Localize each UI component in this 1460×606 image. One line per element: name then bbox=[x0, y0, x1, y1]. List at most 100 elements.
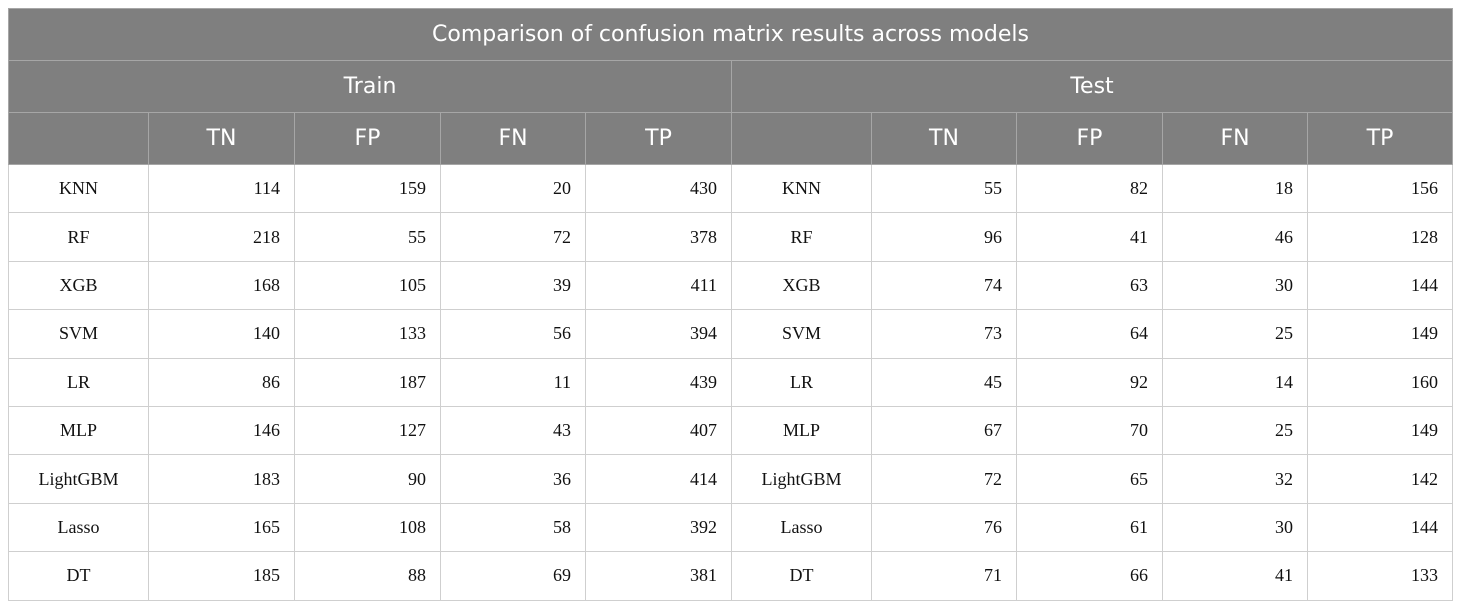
count-cell: 55 bbox=[294, 212, 441, 262]
model-name: LightGBM bbox=[8, 454, 149, 504]
count-cell: 73 bbox=[871, 309, 1017, 359]
count-cell: 18 bbox=[1162, 163, 1308, 214]
column-header: TN bbox=[871, 112, 1017, 165]
count-cell: 66 bbox=[1016, 551, 1163, 601]
count-cell: 414 bbox=[585, 454, 732, 504]
count-cell: 168 bbox=[148, 260, 295, 311]
model-name: XGB bbox=[8, 260, 149, 311]
count-cell: 69 bbox=[440, 551, 586, 601]
model-name: DT bbox=[8, 551, 149, 601]
count-cell: 20 bbox=[440, 163, 586, 214]
count-cell: 105 bbox=[294, 260, 441, 311]
count-cell: 439 bbox=[585, 357, 732, 407]
count-cell: 46 bbox=[1162, 212, 1308, 262]
count-cell: 142 bbox=[1307, 454, 1453, 504]
table-row: DT 185 88 69 381 DT 71 66 41 133 bbox=[8, 551, 1453, 601]
model-name: KNN bbox=[8, 163, 149, 214]
count-cell: 30 bbox=[1162, 502, 1308, 553]
model-name: Lasso bbox=[8, 502, 149, 553]
count-cell: 72 bbox=[871, 454, 1017, 504]
model-name: RF bbox=[8, 212, 149, 262]
table-row: LR 86 187 11 439 LR 45 92 14 160 bbox=[8, 357, 1453, 407]
column-header: FP bbox=[1016, 112, 1163, 165]
count-cell: 11 bbox=[440, 357, 586, 407]
count-cell: 39 bbox=[440, 260, 586, 311]
count-cell: 45 bbox=[871, 357, 1017, 407]
column-header: TP bbox=[1307, 112, 1453, 165]
count-cell: 90 bbox=[294, 454, 441, 504]
column-header: FP bbox=[294, 112, 441, 165]
table-row: SVM 140 133 56 394 SVM 73 64 25 149 bbox=[8, 309, 1453, 359]
count-cell: 67 bbox=[871, 405, 1017, 456]
count-cell: 70 bbox=[1016, 405, 1163, 456]
count-cell: 88 bbox=[294, 551, 441, 601]
model-name: MLP bbox=[8, 405, 149, 456]
table-row: LightGBM 183 90 36 414 LightGBM 72 65 32 142 bbox=[8, 454, 1453, 504]
count-cell: 32 bbox=[1162, 454, 1308, 504]
count-cell: 63 bbox=[1016, 260, 1163, 311]
model-name: Lasso bbox=[731, 502, 872, 553]
model-name: KNN bbox=[731, 163, 872, 214]
count-cell: 127 bbox=[294, 405, 441, 456]
table-row: RF 218 55 72 378 RF 96 41 46 128 bbox=[8, 212, 1453, 262]
count-cell: 25 bbox=[1162, 309, 1308, 359]
count-cell: 144 bbox=[1307, 502, 1453, 553]
table-row: MLP 146 127 43 407 MLP 67 70 25 149 bbox=[8, 405, 1453, 456]
count-cell: 65 bbox=[1016, 454, 1163, 504]
count-cell: 71 bbox=[871, 551, 1017, 601]
count-cell: 96 bbox=[871, 212, 1017, 262]
count-cell: 55 bbox=[871, 163, 1017, 214]
count-cell: 133 bbox=[1307, 551, 1453, 601]
count-cell: 58 bbox=[440, 502, 586, 553]
count-cell: 411 bbox=[585, 260, 732, 311]
count-cell: 25 bbox=[1162, 405, 1308, 456]
count-cell: 159 bbox=[294, 163, 441, 214]
blank-header bbox=[8, 112, 149, 165]
model-name: XGB bbox=[731, 260, 872, 311]
count-cell: 41 bbox=[1162, 551, 1308, 601]
model-name: LR bbox=[731, 357, 872, 407]
count-cell: 72 bbox=[440, 212, 586, 262]
column-header: TP bbox=[585, 112, 732, 165]
model-name: SVM bbox=[8, 309, 149, 359]
count-cell: 128 bbox=[1307, 212, 1453, 262]
model-name: DT bbox=[731, 551, 872, 601]
count-cell: 160 bbox=[1307, 357, 1453, 407]
count-cell: 407 bbox=[585, 405, 732, 456]
blank-header bbox=[731, 112, 872, 165]
group-header: Train bbox=[8, 60, 732, 113]
count-cell: 92 bbox=[1016, 357, 1163, 407]
count-cell: 381 bbox=[585, 551, 732, 601]
count-cell: 74 bbox=[871, 260, 1017, 311]
model-name: RF bbox=[731, 212, 872, 262]
count-cell: 187 bbox=[294, 357, 441, 407]
count-cell: 149 bbox=[1307, 405, 1453, 456]
model-name: MLP bbox=[731, 405, 872, 456]
count-cell: 378 bbox=[585, 212, 732, 262]
count-cell: 64 bbox=[1016, 309, 1163, 359]
count-cell: 140 bbox=[148, 309, 295, 359]
count-cell: 41 bbox=[1016, 212, 1163, 262]
column-header: TN bbox=[148, 112, 295, 165]
count-cell: 76 bbox=[871, 502, 1017, 553]
model-name: SVM bbox=[731, 309, 872, 359]
count-cell: 30 bbox=[1162, 260, 1308, 311]
count-cell: 36 bbox=[440, 454, 586, 504]
model-name: LR bbox=[8, 357, 149, 407]
model-name: LightGBM bbox=[731, 454, 872, 504]
count-cell: 156 bbox=[1307, 163, 1453, 214]
count-cell: 61 bbox=[1016, 502, 1163, 553]
column-header: FN bbox=[1162, 112, 1308, 165]
count-cell: 86 bbox=[148, 357, 295, 407]
count-cell: 430 bbox=[585, 163, 732, 214]
table-body: KNN 114 159 20 430 KNN 55 82 18 156 RF 218 55 72 378 RF… bbox=[8, 163, 1453, 601]
table-row: KNN 114 159 20 430 KNN 55 82 18 156 bbox=[8, 163, 1453, 214]
count-cell: 108 bbox=[294, 502, 441, 553]
table-row: XGB 168 105 39 411 XGB 74 63 30 144 bbox=[8, 260, 1453, 311]
count-cell: 394 bbox=[585, 309, 732, 359]
count-cell: 185 bbox=[148, 551, 295, 601]
count-cell: 392 bbox=[585, 502, 732, 553]
count-cell: 82 bbox=[1016, 163, 1163, 214]
table-row: Lasso 165 108 58 392 Lasso 76 61 30 144 bbox=[8, 502, 1453, 553]
